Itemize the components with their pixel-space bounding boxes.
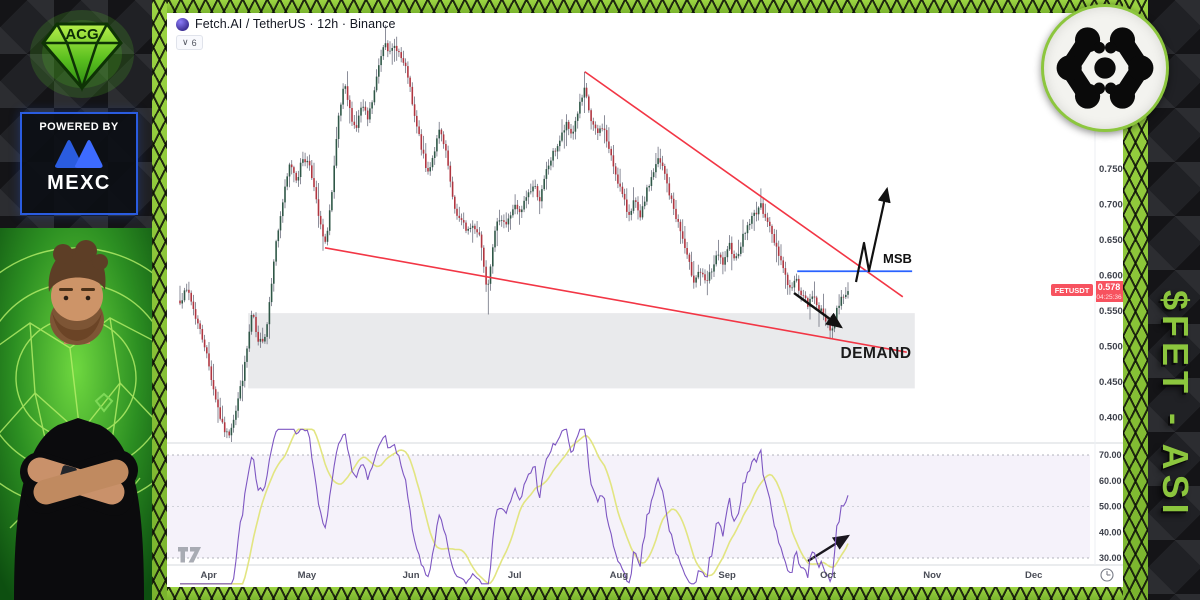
breakdown-arrow (793, 292, 843, 329)
fetchai-logo-badge (1041, 4, 1169, 132)
svg-text:04:25:36: 04:25:36 (1096, 294, 1122, 301)
mexc-wordmark: MEXC (47, 172, 111, 194)
svg-text:0.578: 0.578 (1098, 282, 1121, 292)
shirt-logo (94, 392, 114, 413)
last-price-badge: FETUSDT 0.578 04:25:36 (1051, 281, 1123, 302)
left-branding-column: ACG POWERED BY MEXC (0, 0, 207, 600)
person (14, 240, 144, 600)
tradingview-watermark[interactable] (178, 547, 201, 563)
annotation-arrows[interactable] (793, 186, 891, 563)
svg-text:30.00: 30.00 (1099, 553, 1122, 563)
candles-layer (179, 24, 849, 442)
rsi-pane (167, 428, 1090, 585)
rsi-arrow (807, 534, 851, 563)
powered-by-mexc-badge: POWERED BY MEXC (20, 112, 138, 215)
indicators-collapse-button[interactable]: ∨ 6 (176, 35, 203, 50)
fetchai-logo-icon (1056, 27, 1154, 109)
trendlines[interactable] (324, 71, 913, 353)
svg-text:0.750: 0.750 (1099, 164, 1123, 175)
svg-text:Nov: Nov (923, 570, 942, 581)
svg-text:60.00: 60.00 (1099, 476, 1122, 486)
demand-zone (248, 313, 915, 389)
rsi-axis[interactable]: 70.00 60.00 50.00 40.00 30.00 (1099, 450, 1122, 563)
powered-by-text: POWERED BY (39, 121, 119, 133)
svg-text:Dec: Dec (1025, 570, 1042, 581)
svg-text:Aug: Aug (610, 570, 629, 581)
rsi-line (180, 428, 849, 585)
svg-text:Oct: Oct (820, 570, 837, 581)
price-axis[interactable]: 0.750 0.700 0.650 0.600 0.550 0.500 0.450 0.400 (1099, 164, 1123, 424)
gem-shape (41, 22, 123, 91)
acg-diamond-logo: ACG (22, 2, 142, 111)
projection-arrow (854, 186, 891, 283)
svg-text:Jul: Jul (508, 570, 522, 581)
svg-text:40.00: 40.00 (1099, 527, 1122, 537)
svg-text:Jun: Jun (403, 570, 420, 581)
svg-text:0.400: 0.400 (1099, 413, 1123, 424)
mexc-logo-icon (55, 140, 103, 168)
svg-text:Sep: Sep (718, 570, 736, 581)
svg-text:0.700: 0.700 (1099, 200, 1123, 211)
side-ticker-text: $FET - ASI (1155, 289, 1196, 519)
frame-strip-left (152, 0, 167, 600)
svg-text:0.550: 0.550 (1099, 306, 1123, 317)
annotation-labels: MSB DEMAND (840, 251, 911, 362)
rsi-ma-line (180, 428, 849, 585)
indicator-count: 6 (191, 37, 197, 48)
chart-header: Fetch.AI / TetherUS · 12h · Binance (176, 17, 396, 31)
demand-label: DEMAND (840, 345, 911, 362)
symbol-logo-icon (176, 17, 189, 31)
face (51, 271, 103, 321)
frame-strip-top (152, 0, 1148, 13)
frame-strip-bottom (152, 587, 1148, 600)
chevron-down-icon: ∨ (182, 37, 189, 47)
tradingview-chart-panel: Fetch.AI / TetherUS · 12h · Binance ∨ 6 … (167, 13, 1123, 587)
timezone-clock-button[interactable] (1100, 568, 1114, 582)
svg-text:FETUSDT: FETUSDT (1055, 286, 1090, 295)
svg-text:0.500: 0.500 (1099, 342, 1123, 353)
msb-label: MSB (883, 251, 912, 266)
svg-text:0.600: 0.600 (1099, 271, 1123, 282)
time-axis[interactable]: Apr May Jun Jul Aug Sep Oct Nov Dec (201, 570, 1043, 581)
host-portrait (0, 228, 207, 600)
svg-text:May: May (298, 570, 317, 581)
svg-text:0.650: 0.650 (1099, 235, 1123, 246)
symbol-title[interactable]: Fetch.AI / TetherUS · 12h · Binance (195, 17, 396, 31)
candlestick-chart[interactable]: MSBDEMAND0.7500.7000.6500.6000.5500.5000… (167, 13, 1123, 587)
svg-text:70.00: 70.00 (1099, 450, 1122, 460)
svg-text:0.450: 0.450 (1099, 377, 1123, 388)
acg-letters: ACG (65, 26, 98, 43)
svg-text:Apr: Apr (201, 570, 218, 581)
svg-text:50.00: 50.00 (1099, 502, 1122, 512)
